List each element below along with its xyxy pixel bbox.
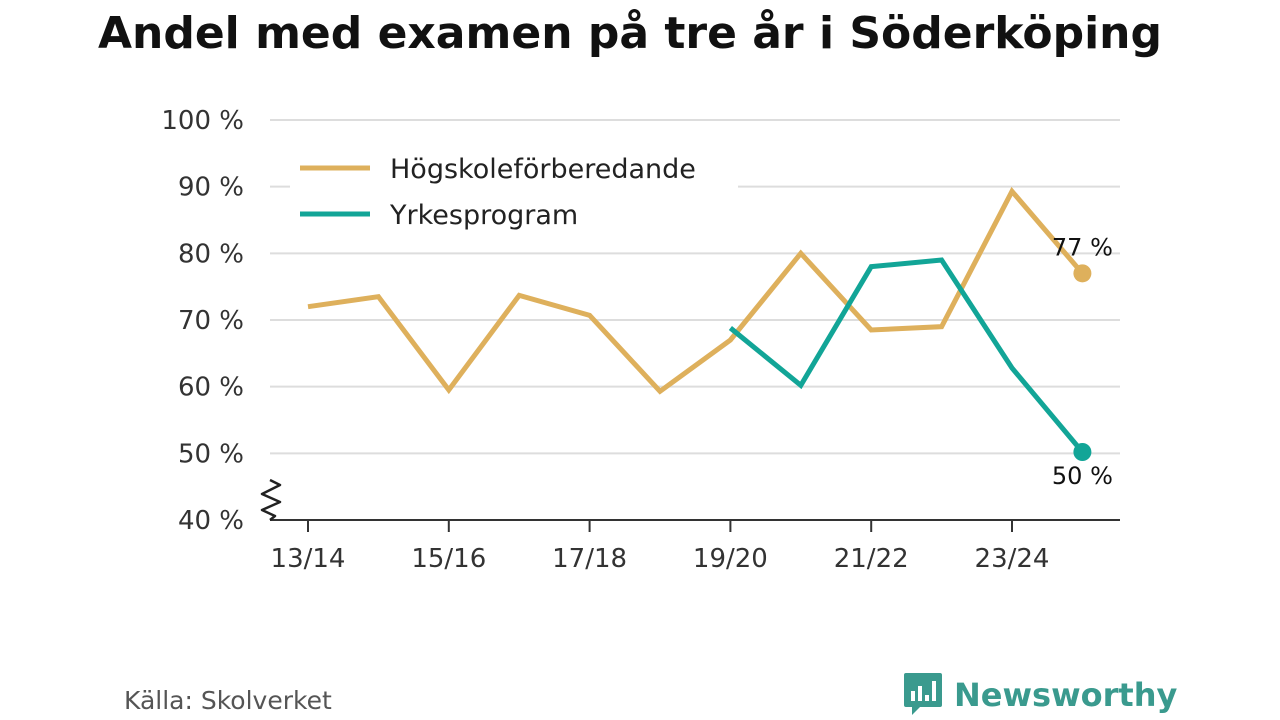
y-tick-label: 70 % (178, 306, 244, 336)
legend-label-0: Högskoleförberedande (390, 154, 696, 185)
legend-background (290, 140, 738, 236)
series-line-1 (728, 257, 1085, 454)
x-tick-label: 15/16 (411, 544, 486, 574)
brand-logo: Newsworthy (902, 670, 1177, 720)
y-tick-label: 90 % (178, 173, 244, 203)
x-tick-label: 23/24 (975, 544, 1050, 574)
axis-break-mark (260, 478, 282, 521)
x-tick-label: 13/14 (271, 544, 346, 574)
brand-name: Newsworthy (954, 676, 1178, 714)
series-end-label-1: 50 % (1052, 462, 1113, 490)
x-tick-label: 19/20 (693, 544, 768, 574)
y-tick-label: 80 % (178, 239, 244, 269)
chart-title: Andel med examen på tre år i Söderköping (97, 8, 1163, 59)
source-note: Källa: Skolverket (124, 686, 332, 715)
y-tick-label: 100 % (161, 106, 244, 136)
series-end-label-0: 77 % (1052, 233, 1113, 261)
legend-label-1: Yrkesprogram (389, 200, 578, 231)
x-tick-label: 17/18 (552, 544, 627, 574)
x-tick-label: 21/22 (834, 544, 909, 574)
y-tick-label: 40 % (178, 506, 244, 536)
newsworthy-logo-icon (904, 673, 942, 715)
y-tick-label: 50 % (178, 439, 244, 469)
series-end-point-0 (1073, 264, 1092, 283)
series-end-point-1 (1073, 443, 1092, 461)
y-tick-label: 60 % (178, 373, 244, 403)
series-line-0 (307, 186, 1085, 395)
